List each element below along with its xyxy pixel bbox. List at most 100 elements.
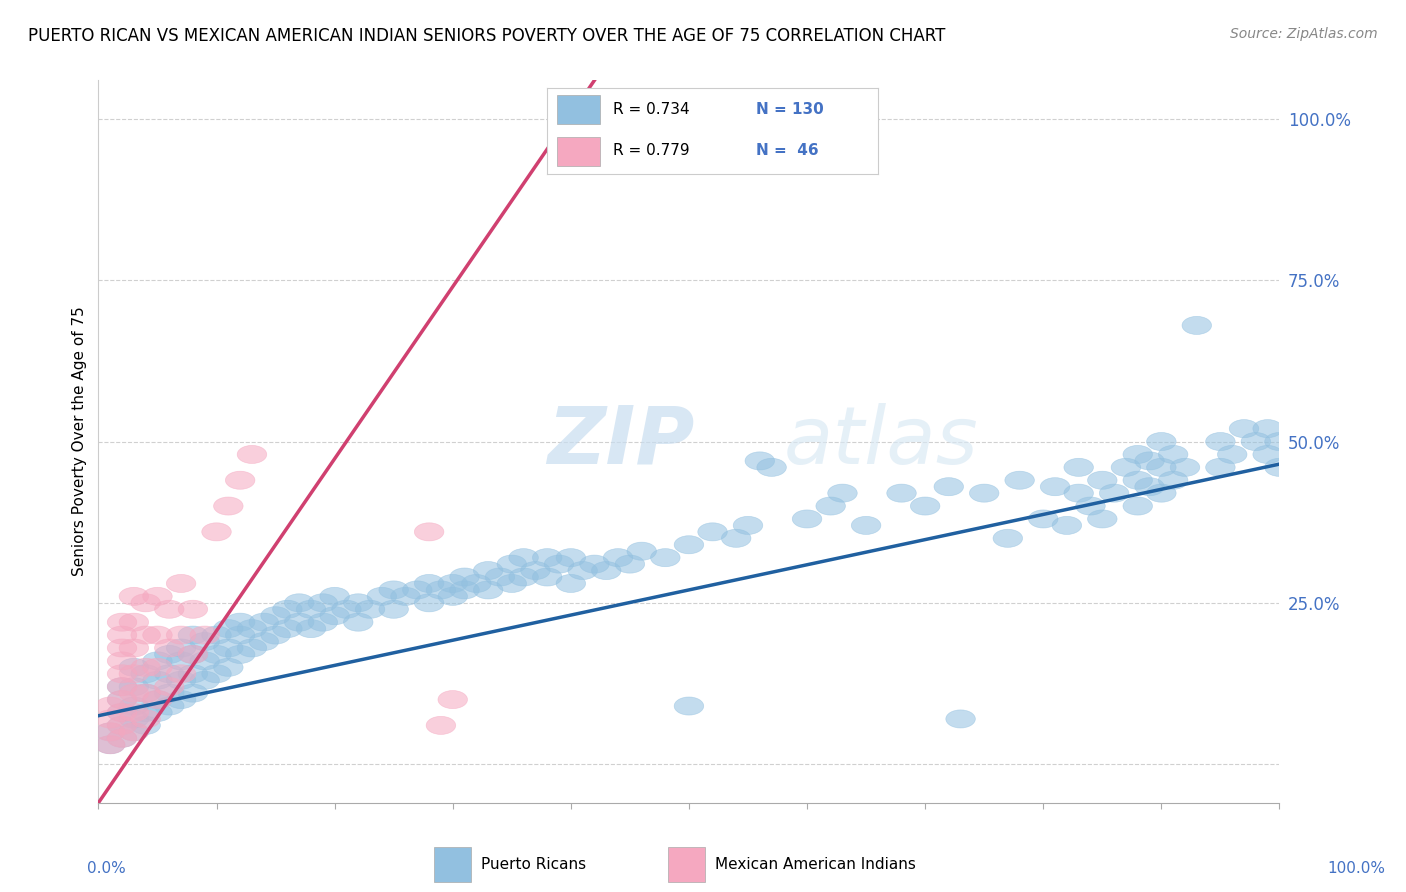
Ellipse shape bbox=[107, 639, 136, 657]
Ellipse shape bbox=[120, 678, 149, 696]
Ellipse shape bbox=[131, 704, 160, 722]
Ellipse shape bbox=[380, 600, 409, 618]
Ellipse shape bbox=[321, 587, 350, 606]
Ellipse shape bbox=[190, 652, 219, 670]
Ellipse shape bbox=[1123, 497, 1153, 515]
Ellipse shape bbox=[1147, 458, 1177, 476]
Ellipse shape bbox=[107, 678, 136, 696]
Ellipse shape bbox=[946, 710, 976, 728]
Ellipse shape bbox=[155, 678, 184, 696]
Ellipse shape bbox=[96, 723, 125, 741]
Ellipse shape bbox=[96, 697, 125, 715]
Ellipse shape bbox=[155, 600, 184, 618]
Ellipse shape bbox=[225, 646, 254, 664]
Text: ZIP: ZIP bbox=[547, 402, 695, 481]
Ellipse shape bbox=[1040, 478, 1070, 496]
Ellipse shape bbox=[273, 600, 302, 618]
Ellipse shape bbox=[697, 523, 727, 541]
Ellipse shape bbox=[155, 684, 184, 702]
Ellipse shape bbox=[533, 568, 562, 586]
Ellipse shape bbox=[675, 697, 704, 715]
Ellipse shape bbox=[474, 562, 503, 580]
Ellipse shape bbox=[1265, 458, 1295, 476]
Ellipse shape bbox=[214, 620, 243, 638]
Ellipse shape bbox=[107, 690, 136, 708]
Ellipse shape bbox=[321, 607, 350, 624]
Ellipse shape bbox=[107, 716, 136, 734]
Ellipse shape bbox=[1265, 433, 1295, 450]
Ellipse shape bbox=[120, 665, 149, 682]
Ellipse shape bbox=[143, 652, 173, 670]
Ellipse shape bbox=[107, 704, 136, 722]
Ellipse shape bbox=[509, 568, 538, 586]
Ellipse shape bbox=[131, 594, 160, 612]
Ellipse shape bbox=[415, 594, 444, 612]
Ellipse shape bbox=[1088, 510, 1118, 528]
Ellipse shape bbox=[402, 581, 432, 599]
Ellipse shape bbox=[225, 613, 254, 632]
Ellipse shape bbox=[544, 555, 574, 574]
Ellipse shape bbox=[202, 646, 232, 664]
Ellipse shape bbox=[179, 646, 208, 664]
Ellipse shape bbox=[852, 516, 882, 534]
Ellipse shape bbox=[143, 690, 173, 708]
Ellipse shape bbox=[426, 581, 456, 599]
Ellipse shape bbox=[1111, 458, 1140, 476]
Ellipse shape bbox=[1253, 419, 1282, 438]
Ellipse shape bbox=[166, 690, 195, 708]
Ellipse shape bbox=[993, 529, 1022, 548]
Ellipse shape bbox=[190, 626, 219, 644]
Ellipse shape bbox=[249, 632, 278, 650]
Ellipse shape bbox=[439, 690, 468, 708]
Ellipse shape bbox=[155, 697, 184, 715]
Ellipse shape bbox=[143, 587, 173, 606]
Ellipse shape bbox=[107, 652, 136, 670]
Ellipse shape bbox=[675, 536, 704, 554]
Ellipse shape bbox=[1099, 484, 1129, 502]
Ellipse shape bbox=[1253, 445, 1282, 464]
Ellipse shape bbox=[568, 562, 598, 580]
Ellipse shape bbox=[120, 639, 149, 657]
Ellipse shape bbox=[107, 613, 136, 632]
Ellipse shape bbox=[1076, 497, 1105, 515]
Ellipse shape bbox=[107, 665, 136, 682]
Ellipse shape bbox=[439, 587, 468, 606]
Ellipse shape bbox=[190, 671, 219, 690]
Ellipse shape bbox=[1064, 484, 1094, 502]
Ellipse shape bbox=[557, 549, 586, 566]
Ellipse shape bbox=[107, 716, 136, 734]
Ellipse shape bbox=[131, 684, 160, 702]
Ellipse shape bbox=[498, 574, 527, 592]
Ellipse shape bbox=[214, 639, 243, 657]
Ellipse shape bbox=[391, 587, 420, 606]
Ellipse shape bbox=[107, 730, 136, 747]
Ellipse shape bbox=[297, 600, 326, 618]
Ellipse shape bbox=[166, 665, 195, 682]
Ellipse shape bbox=[533, 549, 562, 566]
Ellipse shape bbox=[249, 613, 278, 632]
Ellipse shape bbox=[131, 710, 160, 728]
Ellipse shape bbox=[828, 484, 858, 502]
Ellipse shape bbox=[155, 665, 184, 682]
Ellipse shape bbox=[1123, 445, 1153, 464]
Ellipse shape bbox=[367, 587, 396, 606]
Ellipse shape bbox=[756, 458, 786, 476]
Ellipse shape bbox=[202, 665, 232, 682]
Ellipse shape bbox=[214, 658, 243, 676]
Ellipse shape bbox=[1182, 317, 1212, 334]
Ellipse shape bbox=[1052, 516, 1081, 534]
Ellipse shape bbox=[179, 626, 208, 644]
Ellipse shape bbox=[356, 600, 385, 618]
Ellipse shape bbox=[509, 549, 538, 566]
Ellipse shape bbox=[262, 607, 291, 624]
Ellipse shape bbox=[120, 613, 149, 632]
Ellipse shape bbox=[262, 626, 291, 644]
Ellipse shape bbox=[179, 684, 208, 702]
Ellipse shape bbox=[1123, 471, 1153, 490]
Ellipse shape bbox=[143, 704, 173, 722]
Ellipse shape bbox=[96, 710, 125, 728]
Ellipse shape bbox=[284, 613, 314, 632]
Ellipse shape bbox=[603, 549, 633, 566]
Ellipse shape bbox=[1206, 458, 1236, 476]
Ellipse shape bbox=[143, 658, 173, 676]
